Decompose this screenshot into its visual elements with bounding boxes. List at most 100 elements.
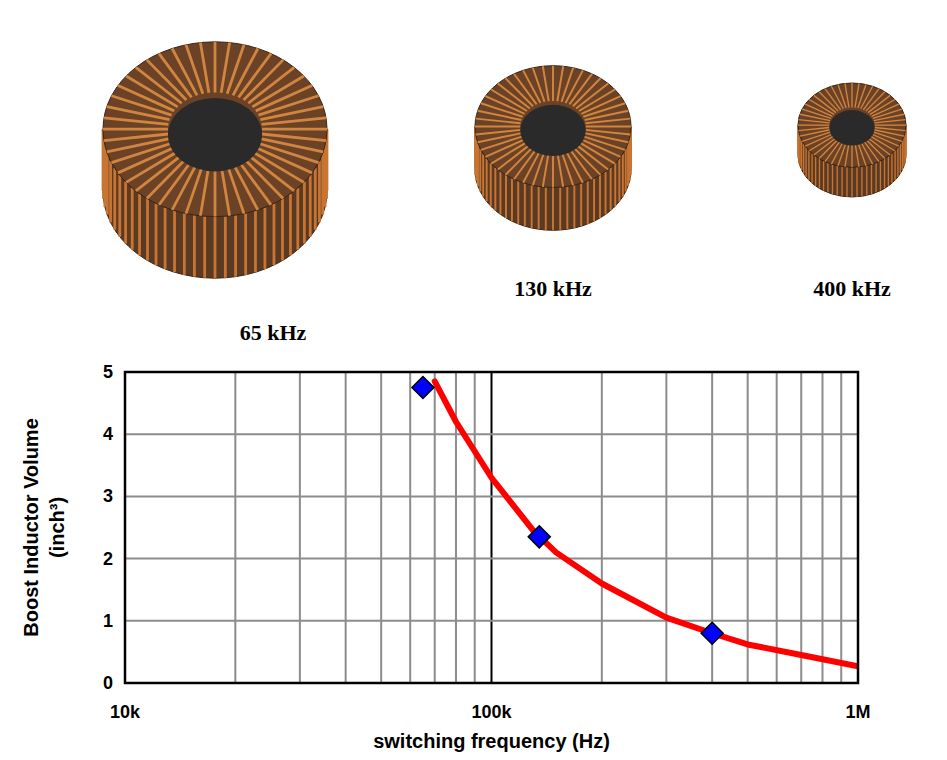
winding	[875, 163, 876, 193]
winding	[478, 111, 522, 120]
minor-grid-line	[601, 372, 603, 683]
winding	[475, 126, 520, 128]
winding	[113, 168, 116, 230]
y-tick-label: 2	[103, 549, 113, 569]
winding	[557, 152, 563, 187]
winding	[801, 140, 802, 170]
winding	[884, 159, 885, 189]
winding	[559, 187, 561, 230]
winding	[851, 167, 852, 197]
minor-grid-line	[345, 372, 347, 683]
winding	[866, 166, 867, 196]
winding	[827, 163, 828, 193]
y-axis-title: Boost Inductor Volume(inch³)	[20, 418, 68, 637]
winding	[314, 168, 317, 230]
winding	[837, 166, 838, 196]
winding	[264, 207, 267, 269]
y-tick-label: 4	[103, 424, 113, 444]
winding	[289, 194, 292, 256]
winding	[894, 151, 895, 181]
winding	[543, 152, 549, 187]
winding	[106, 153, 109, 215]
winding	[262, 128, 327, 131]
winding	[193, 215, 196, 277]
winding	[880, 161, 881, 191]
winding	[583, 103, 625, 117]
winding	[552, 152, 554, 187]
winding	[622, 154, 624, 197]
minor-grid-line	[234, 372, 236, 683]
winding	[221, 166, 229, 216]
winding	[838, 142, 846, 166]
winding	[273, 203, 276, 265]
winding	[523, 70, 540, 103]
x-tick-label: 10k	[110, 702, 141, 722]
winding	[155, 203, 158, 265]
winding	[517, 181, 519, 224]
winding	[260, 139, 323, 152]
data-point	[701, 622, 723, 644]
y-tick-label: 0	[103, 673, 113, 693]
winding	[186, 45, 203, 94]
winding	[861, 141, 873, 164]
winding	[281, 199, 284, 261]
winding	[552, 66, 554, 101]
minor-grid-line	[747, 372, 749, 683]
winding	[593, 178, 595, 221]
winding	[871, 164, 872, 194]
winding	[614, 163, 616, 206]
winding	[823, 161, 824, 191]
winding	[227, 45, 244, 94]
winding	[831, 86, 843, 109]
winding	[861, 167, 862, 197]
y-grid-line	[125, 620, 858, 622]
photo-label: 65 kHz	[240, 320, 307, 345]
winding	[832, 164, 833, 194]
winding	[227, 165, 244, 214]
winding	[838, 84, 846, 108]
x-axis-title: switching frequency (Hz)	[373, 730, 610, 752]
inductor-illustration	[103, 42, 327, 278]
minor-grid-line	[299, 372, 301, 683]
x-tick-label: 1M	[845, 702, 870, 722]
winding	[800, 114, 830, 120]
winding	[855, 83, 859, 107]
winding	[258, 96, 318, 115]
winding	[805, 147, 806, 177]
winding	[610, 168, 612, 211]
winding	[499, 172, 501, 215]
winding	[545, 187, 547, 230]
winding	[798, 127, 829, 130]
winding	[533, 151, 545, 185]
inductor-top	[798, 83, 906, 167]
winding	[172, 48, 197, 95]
winding	[200, 166, 208, 216]
plot-frame	[125, 372, 858, 683]
winding	[858, 142, 866, 166]
winding	[900, 144, 901, 174]
winding	[874, 120, 905, 123]
winding	[819, 159, 820, 189]
winding	[874, 130, 904, 136]
winding	[552, 187, 554, 230]
y-tick-label: 5	[103, 362, 113, 382]
winding	[851, 83, 852, 107]
winding	[224, 216, 227, 278]
winding	[221, 43, 229, 93]
minor-grid-line	[821, 372, 823, 683]
winding	[845, 83, 849, 107]
winding	[855, 143, 859, 167]
winding	[138, 194, 141, 256]
winding	[799, 137, 800, 167]
winding	[587, 181, 589, 224]
inductor-illustration	[798, 83, 906, 197]
winding	[875, 124, 906, 125]
winding	[803, 144, 804, 174]
winding	[505, 175, 507, 218]
winding	[481, 136, 523, 150]
winding	[482, 154, 484, 197]
winding	[103, 128, 168, 131]
winding	[566, 186, 568, 229]
winding	[846, 167, 847, 197]
winding	[841, 167, 842, 197]
